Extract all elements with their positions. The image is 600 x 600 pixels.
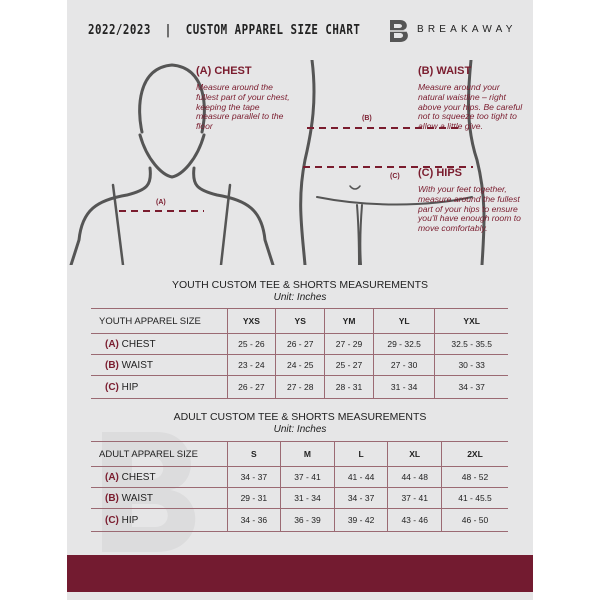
size-header: L bbox=[333, 441, 388, 467]
cell: 25 - 27 bbox=[324, 354, 374, 376]
waist-description: Measure around your natural waistline – … bbox=[418, 82, 523, 132]
page-title: 2022/2023 | CUSTOM APPAREL SIZE CHART bbox=[88, 22, 361, 38]
size-header: M bbox=[280, 441, 335, 467]
brand-name: BREAKAWAY bbox=[417, 24, 517, 35]
cell: 29 - 32.5 bbox=[372, 333, 435, 355]
chest-marker: (A) bbox=[156, 199, 166, 206]
row-label: (B) WAIST bbox=[91, 487, 227, 509]
size-header: 2XL bbox=[441, 441, 508, 467]
table-header-row: YOUTH APPAREL SIZE YXS YS YM YL YXL bbox=[91, 308, 508, 334]
waist-heading: (B) WAIST bbox=[418, 65, 472, 77]
row-header: ADULT APPAREL SIZE bbox=[91, 441, 227, 467]
cell: 31 - 34 bbox=[372, 375, 435, 399]
cell: 48 - 52 bbox=[441, 466, 508, 488]
hips-marker: (C) bbox=[390, 173, 400, 180]
cell: 43 - 46 bbox=[387, 508, 442, 532]
cell: 46 - 50 bbox=[441, 508, 508, 532]
cell: 37 - 41 bbox=[280, 466, 335, 488]
cell: 44 - 48 bbox=[387, 466, 442, 488]
size-header: YL bbox=[372, 308, 435, 334]
hips-heading: (C) HIPS bbox=[418, 167, 462, 179]
cell: 30 - 33 bbox=[434, 354, 508, 376]
youth-size-table: YOUTH APPAREL SIZE YXS YS YM YL YXL (A) … bbox=[91, 308, 508, 399]
row-header: YOUTH APPAREL SIZE bbox=[91, 308, 227, 334]
hips-description: With your feet together, measure around … bbox=[418, 184, 521, 234]
youth-unit: Unit: Inches bbox=[273, 292, 327, 303]
cell: 37 - 41 bbox=[387, 487, 442, 509]
row-label: (B) WAIST bbox=[91, 354, 227, 376]
cell: 24 - 25 bbox=[275, 354, 325, 376]
adult-table-caption: ADULT CUSTOM TEE & SHORTS MEASUREMENTS bbox=[173, 411, 427, 423]
cell: 36 - 39 bbox=[280, 508, 335, 532]
adult-unit: Unit: Inches bbox=[273, 424, 327, 435]
cell: 28 - 31 bbox=[324, 375, 374, 399]
size-header: S bbox=[226, 441, 281, 467]
row-label: (C) HIP bbox=[91, 375, 227, 399]
size-header: YM bbox=[324, 308, 374, 334]
waist-marker: (B) bbox=[362, 115, 372, 122]
cell: 27 - 29 bbox=[324, 333, 374, 355]
table-header-row: ADULT APPAREL SIZE S M L XL 2XL bbox=[91, 441, 508, 467]
adult-size-table: ADULT APPAREL SIZE S M L XL 2XL (A) CHES… bbox=[91, 441, 508, 532]
breakaway-logo-icon bbox=[384, 20, 408, 42]
chest-heading: (A) CHEST bbox=[196, 65, 252, 77]
cell: 25 - 26 bbox=[226, 333, 276, 355]
cell: 31 - 34 bbox=[280, 487, 335, 509]
cell: 27 - 30 bbox=[372, 354, 435, 376]
size-header: YXL bbox=[434, 308, 508, 334]
cell: 39 - 42 bbox=[333, 508, 388, 532]
table-row: (A) CHEST 34 - 37 37 - 41 41 - 44 44 - 48 48… bbox=[91, 466, 508, 488]
table-row: (A) CHEST 25 - 26 26 - 27 27 - 29 29 - 32.5… bbox=[91, 333, 508, 355]
footer-band bbox=[67, 555, 533, 592]
cell: 27 - 28 bbox=[275, 375, 325, 399]
youth-table-caption: YOUTH CUSTOM TEE & SHORTS MEASUREMENTS bbox=[171, 279, 429, 291]
cell: 34 - 37 bbox=[333, 487, 388, 509]
cell: 26 - 27 bbox=[226, 375, 276, 399]
cell: 34 - 36 bbox=[226, 508, 281, 532]
table-row: (B) WAIST 23 - 24 24 - 25 25 - 27 27 - 30 30… bbox=[91, 354, 508, 376]
size-header: YXS bbox=[226, 308, 276, 334]
cell: 29 - 31 bbox=[226, 487, 281, 509]
table-row: (B) WAIST 29 - 31 31 - 34 34 - 37 37 - 41 41… bbox=[91, 487, 508, 509]
row-label: (A) CHEST bbox=[91, 466, 227, 488]
cell: 34 - 37 bbox=[226, 466, 281, 488]
row-label: (C) HIP bbox=[91, 508, 227, 532]
row-label: (A) CHEST bbox=[91, 333, 227, 355]
cell: 26 - 27 bbox=[275, 333, 325, 355]
chest-description: Measure around the fullest part of your … bbox=[196, 82, 290, 132]
cell: 41 - 45.5 bbox=[441, 487, 508, 509]
cell: 41 - 44 bbox=[333, 466, 388, 488]
cell: 23 - 24 bbox=[226, 354, 276, 376]
size-header: XL bbox=[387, 441, 442, 467]
cell: 32.5 - 35.5 bbox=[434, 333, 508, 355]
table-row: (C) HIP 34 - 36 36 - 39 39 - 42 43 - 46 46 -… bbox=[91, 508, 508, 532]
body-figures-illustration bbox=[69, 60, 486, 265]
size-header: YS bbox=[275, 308, 325, 334]
cell: 34 - 37 bbox=[434, 375, 508, 399]
table-row: (C) HIP 26 - 27 27 - 28 28 - 31 31 - 34 34 -… bbox=[91, 375, 508, 399]
